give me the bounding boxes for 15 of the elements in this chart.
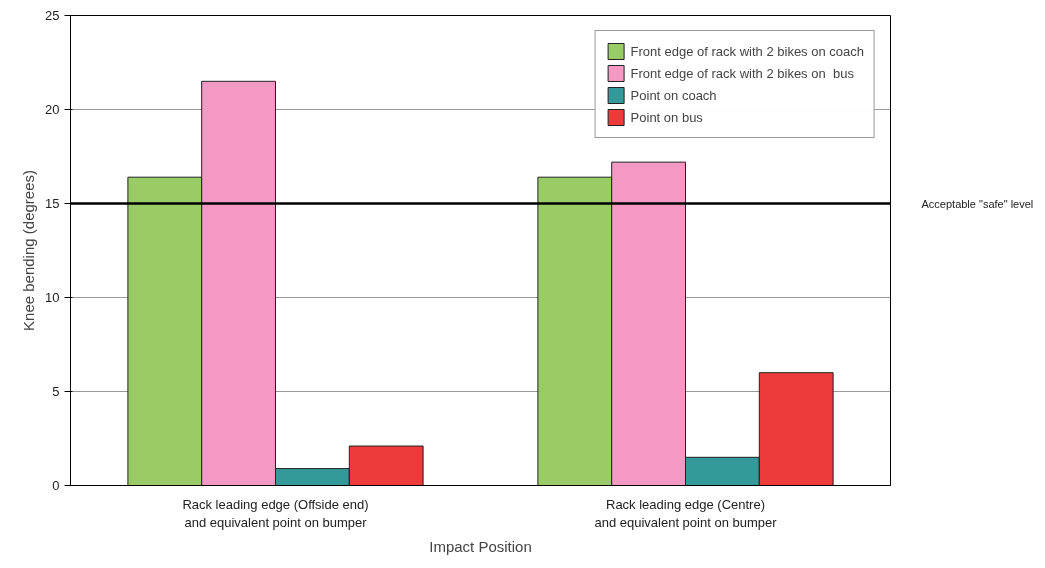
legend-label: Front edge of rack with 2 bikes on coach [630,43,864,59]
y-tick-label: 15 [45,196,60,211]
y-axis-title: Knee bending (degrees) [20,170,38,331]
x-tick-label: Rack leading edge (Centre) and equivalent point on bumper [594,496,778,530]
y-tick-label: 20 [45,102,60,117]
ref-line-label: Acceptable "safe" level [921,197,1034,210]
x-axis-title: Impact Position [429,537,532,555]
legend-label: Point on coach [630,87,717,103]
x-tick-label: Rack leading edge (Offside end) and equivalent point on bumper [182,496,369,530]
y-tick-label: 5 [52,384,60,399]
legend-label: Point on bus [630,109,703,125]
y-tick-label: 0 [52,478,60,493]
y-tick-label: 25 [45,8,60,23]
legend-label: Front edge of rack with 2 bikes on bus [630,65,854,81]
y-tick-label: 10 [45,290,60,305]
